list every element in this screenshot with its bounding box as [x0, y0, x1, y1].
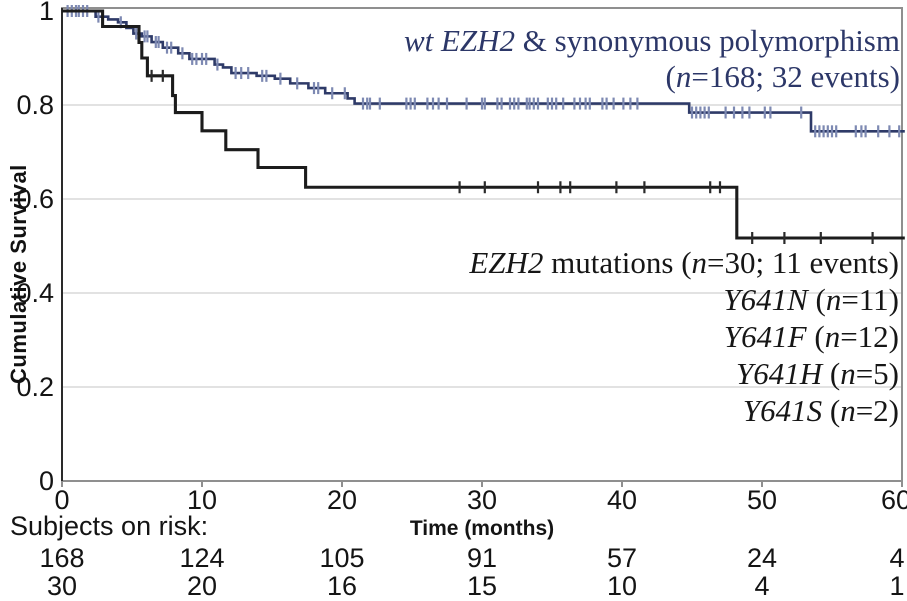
legend-mut-text-segment: =11)	[841, 282, 899, 317]
legend-ezh2-mutations: EZH2 mutations (n=30; 11 events) Y641N (n…	[469, 244, 899, 429]
legend-mut-text-segment: =30; 11 events)	[707, 245, 899, 280]
legend-mut-text-segment: n	[691, 245, 708, 280]
risk-count-row1-t40: 57	[606, 543, 638, 573]
risk-count-row1-t10: 124	[179, 543, 225, 573]
legend-wt-line-2: (n=168; 32 events)	[404, 59, 900, 95]
legend-mut-text-segment: =5)	[855, 356, 899, 391]
risk-count-row1-t0: 168	[39, 543, 85, 573]
risk-count-row2-t30: 15	[466, 571, 498, 601]
legend-mut-text-segment: Y641N	[723, 282, 808, 317]
risk-count-row1-t20: 105	[319, 543, 365, 573]
risk-count-row2-t0: 30	[46, 571, 78, 601]
legend-wt-ezh2: wt EZH2 & synonymous polymorphism (n=168;…	[404, 23, 900, 95]
legend-mut-text-segment: (	[822, 393, 841, 428]
legend-mut-text-segment: n	[824, 319, 841, 354]
y-tick-label-0.8: 0.8	[16, 90, 54, 120]
risk-count-row2-t60: 1	[889, 571, 905, 601]
subjects-on-risk-label: Subjects on risk:	[10, 511, 209, 541]
legend-mut-line-2: Y641N (n=11)	[469, 281, 899, 318]
legend-mut-line-5: Y641S (n=2)	[469, 392, 899, 429]
x-tick-label-50: 50	[746, 485, 778, 515]
risk-count-row2-t40: 10	[606, 571, 638, 601]
legend-wt-line-1: wt EZH2 & synonymous polymorphism	[404, 23, 900, 59]
risk-count-row1-t30: 91	[466, 543, 498, 573]
legend-mut-text-segment: (	[822, 356, 841, 391]
legend-mut-text-segment: (	[806, 319, 825, 354]
legend-mut-text-segment: n	[840, 393, 856, 428]
legend-wt-text-segment: (	[665, 59, 676, 94]
legend-mut-text-segment: n	[840, 356, 856, 391]
risk-count-row1-t60: 4	[889, 543, 905, 573]
legend-wt-text-segment: & synonymous polymorphism	[515, 23, 900, 58]
legend-mut-text-segment: Y641F	[723, 319, 807, 354]
legend-mut-text-segment: mutations (	[543, 245, 692, 280]
y-tick-label-0.2: 0.2	[16, 372, 54, 402]
legend-mut-text-segment: n	[825, 282, 842, 317]
legend-mut-text-segment: =2)	[855, 393, 899, 428]
risk-count-row2-t50: 4	[754, 571, 770, 601]
legend-mut-text-segment: (	[807, 282, 826, 317]
y-tick-label-1: 1	[38, 0, 54, 26]
legend-mut-text-segment: Y641H	[735, 356, 823, 391]
legend-wt-text-segment: n	[675, 59, 692, 94]
x-tick-label-20: 20	[326, 485, 358, 515]
risk-count-row1-t50: 24	[746, 543, 778, 573]
legend-mut-line-1: EZH2 mutations (n=30; 11 events)	[469, 244, 899, 281]
y-tick-label-0.4: 0.4	[16, 278, 54, 308]
legend-wt-text-segment: =168; 32 events)	[691, 59, 900, 94]
x-tick-label-40: 40	[606, 485, 638, 515]
x-tick-label-0: 0	[54, 485, 70, 515]
survival-curve-ezh2-mutations	[62, 9, 905, 240]
legend-mut-text-segment: =12)	[840, 319, 899, 354]
legend-mut-line-3: Y641F (n=12)	[469, 318, 899, 355]
y-tick-label-0.6: 0.6	[16, 184, 54, 214]
y-tick-label-0: 0	[38, 466, 54, 496]
legend-mut-text-segment: Y641S	[742, 393, 823, 428]
legend-mut-text-segment: EZH2	[469, 245, 544, 280]
risk-count-row2-t10: 20	[186, 571, 218, 601]
risk-count-row2-t20: 16	[326, 571, 358, 601]
x-tick-label-30: 30	[466, 485, 498, 515]
x-tick-label-10: 10	[186, 485, 218, 515]
legend-wt-text-segment: wt EZH2	[403, 23, 516, 58]
x-axis-title: Time (months)	[409, 517, 555, 540]
legend-mut-line-4: Y641H (n=5)	[469, 355, 899, 392]
x-tick-label-60: 60	[880, 485, 907, 515]
